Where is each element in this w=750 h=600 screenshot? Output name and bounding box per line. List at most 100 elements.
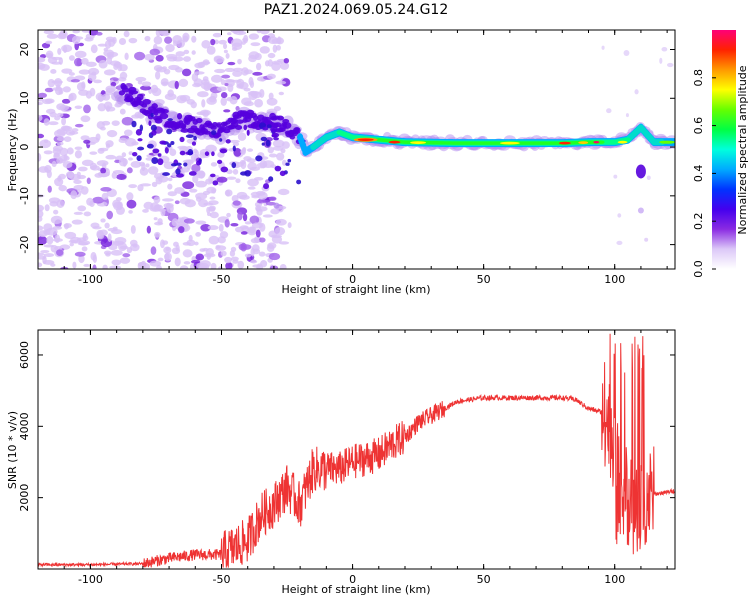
heatmap-cell [241,147,246,155]
heatmap-cell [38,225,44,231]
heatmap-cell [217,130,221,135]
heatmap-cell [132,152,138,157]
heatmap-cell [182,249,193,258]
heatmap-cell [68,72,75,76]
heatmap-cell [141,81,152,87]
heatmap-cell [216,86,227,92]
heatmap-cell [237,58,242,65]
heatmap-cell [195,253,205,261]
heatmap-cell [157,30,170,35]
heatmap-cell [150,113,154,118]
heatmap-cell [271,132,280,138]
heatmap-cell [54,116,61,121]
heatmap-cell [160,239,165,249]
heatmap-cell [57,47,62,55]
heatmap-cell [70,190,78,200]
heatmap-cell [70,79,80,83]
heatmap-cell [252,115,259,122]
heatmap-cell [47,185,52,193]
heatmap-cell [117,64,123,72]
heatmap-cell [38,92,47,98]
heatmap-cell [80,135,90,141]
heatmap-cell [73,184,85,191]
heatmap-cell [115,197,122,202]
heatmap-cell [251,222,263,229]
heatmap-cell [167,191,177,197]
heatmap-cell [54,177,64,187]
heatmap-cell [268,176,274,182]
heatmap-cell [221,74,231,79]
heatmap-cell [267,146,274,154]
heatmap-cell [244,221,252,225]
heatmap-cell [102,93,111,101]
heatmap-cell [64,231,77,240]
heatmap-cell [74,50,87,59]
heatmap-cell [150,202,160,211]
heatmap-cell [128,37,138,44]
heatmap-cell [45,108,56,114]
heatmap-cell [122,253,131,258]
heatmap-cell [110,249,123,256]
heatmap-cell [270,234,283,239]
heatmap-cell [124,52,129,61]
heatmap-cell [208,96,217,103]
heatmap-cell [157,158,164,166]
heatmap-cell [38,62,46,70]
heatmap-cell [71,128,79,132]
heatmap-cell [260,136,268,142]
heatmap-cell [250,238,260,244]
heatmap-cell [77,166,88,172]
heatmap-cell [93,79,102,84]
heatmap-cell [207,225,219,231]
heatmap-cell [115,241,120,247]
heatmap-cell [85,61,97,67]
heatmap-cell [223,128,231,134]
heatmap-cell [66,147,74,155]
heatmap-cell [68,55,75,61]
heatmap-cell [273,202,280,209]
heatmap-cell [617,213,622,218]
heatmap-cell [179,94,191,102]
figure-title: PAZ1.2024.069.05.24.G12 [264,2,449,18]
heatmap-cell [63,223,72,229]
heatmap-cell [216,176,228,183]
heatmap-cell [105,154,117,160]
spectrogram-ytick-label: 10 [18,91,31,105]
heatmap-cell [144,35,151,42]
heatmap-cell [261,142,265,146]
heatmap-cell [578,141,589,145]
heatmap-cell [265,201,277,206]
heatmap-cell [118,242,127,252]
heatmap-cell [38,252,45,256]
heatmap-cell [190,101,197,109]
heatmap-cell [193,135,197,141]
spectrogram-heatmap [38,30,675,269]
heatmap-cell [182,32,190,42]
heatmap-cell [195,117,203,124]
heatmap-cell [126,192,134,201]
heatmap-cell [168,64,180,71]
heatmap-cell [237,260,245,269]
heatmap-cell [178,78,189,88]
heatmap-cell [274,226,286,236]
heatmap-cell [105,143,111,149]
heatmap-cell [237,30,244,34]
snr-xtick-label: 50 [477,573,491,586]
heatmap-cell [163,246,172,254]
heatmap-cell [126,247,133,254]
heatmap-cell [157,257,164,262]
heatmap-cell [142,98,151,105]
heatmap-cell [74,251,86,257]
heatmap-cell [190,259,201,264]
heatmap-cell [230,121,239,128]
heatmap-cell [224,82,229,87]
snr-series-line [38,333,675,568]
spectrogram-xtick-label: -100 [78,273,103,286]
heatmap-cell [38,114,43,122]
heatmap-cell [57,32,66,40]
heatmap-cell [285,162,290,166]
heatmap-cell [208,206,216,212]
heatmap-cell [70,236,82,244]
heatmap-cell [158,175,169,183]
heatmap-cell [65,171,75,179]
